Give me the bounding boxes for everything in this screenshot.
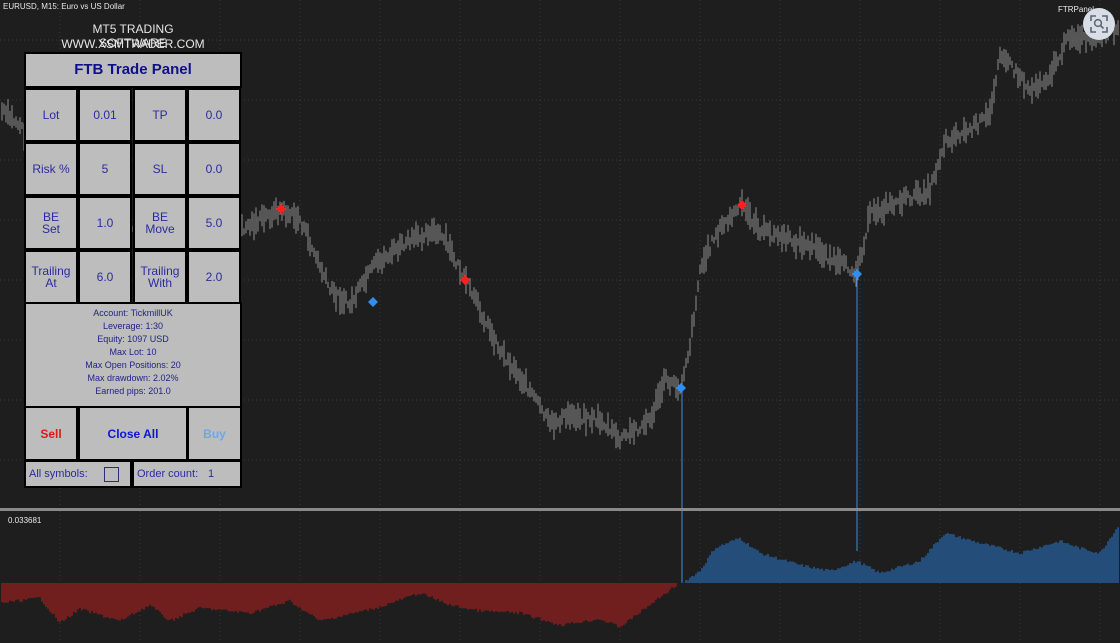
risk-label: Risk %	[24, 142, 78, 196]
sl-label: SL	[133, 142, 187, 196]
info-max-lot: Max Lot: 10	[109, 347, 157, 357]
be-move-input[interactable]: 5.0	[187, 196, 241, 250]
plugin-label: FTRPanel	[1057, 5, 1094, 14]
brand-line-2: WWW.XSMTRADER.COM	[61, 37, 205, 51]
trailing-with-input[interactable]: 2.0	[187, 250, 241, 304]
risk-input[interactable]: 5	[78, 142, 132, 196]
sell-signal-marker	[276, 204, 286, 214]
pane-separator[interactable]	[0, 508, 1120, 511]
tp-input[interactable]: 0.0	[187, 88, 241, 142]
info-earned-pips: Earned pips: 201.0	[95, 386, 171, 396]
trailing-at-label: Trailing At	[24, 250, 78, 304]
trailing-at-input[interactable]: 6.0	[78, 250, 132, 304]
brand-line-1: MT5 TRADING SOFTWARE	[92, 22, 174, 50]
buy-signal-marker	[368, 297, 378, 307]
histogram-positive	[681, 527, 1119, 583]
histogram-negative	[1, 583, 677, 628]
be-move-label: BE Move	[133, 196, 187, 250]
indicator-value-label: 0.033681	[8, 516, 42, 525]
chart-symbol-title: EURUSD, M15: Euro vs US Dollar	[3, 2, 125, 11]
close-all-button[interactable]: Close All	[78, 406, 188, 461]
lot-label: Lot	[24, 88, 78, 142]
buy-signal-marker	[676, 383, 686, 393]
panel-title: FTB Trade Panel	[24, 52, 242, 88]
be-set-input[interactable]: 1.0	[78, 196, 132, 250]
zoom-button[interactable]	[1083, 8, 1115, 40]
info-equity: Equity: 1097 USD	[97, 334, 169, 344]
info-max-positions: Max Open Positions: 20	[85, 360, 181, 370]
tp-label: TP	[133, 88, 187, 142]
price-grid	[0, 0, 1120, 508]
all-symbols-checkbox[interactable]	[104, 467, 119, 482]
lot-input[interactable]: 0.01	[78, 88, 132, 142]
sell-signal-marker	[737, 200, 747, 210]
trailing-with-label: Trailing With	[133, 250, 187, 304]
be-set-label: BE Set	[24, 196, 78, 250]
account-info: Account: TickmillUK Leverage: 1:30 Equit…	[24, 302, 242, 408]
buy-button[interactable]: Buy	[187, 406, 242, 461]
order-count-value: 1	[208, 468, 215, 480]
indicator-chart[interactable]	[0, 511, 1120, 643]
sl-input[interactable]: 0.0	[187, 142, 241, 196]
zoom-scan-icon	[1090, 15, 1108, 33]
info-leverage: Leverage: 1:30	[102, 321, 164, 331]
sell-signal-marker	[460, 275, 470, 285]
order-count-label: Order count:	[132, 460, 242, 488]
sell-button[interactable]: Sell	[24, 406, 78, 461]
info-max-drawdown: Max drawdown: 2.02%	[87, 373, 179, 383]
buy-signal-marker	[852, 269, 862, 279]
info-account: Account: TickmillUK	[93, 308, 173, 318]
